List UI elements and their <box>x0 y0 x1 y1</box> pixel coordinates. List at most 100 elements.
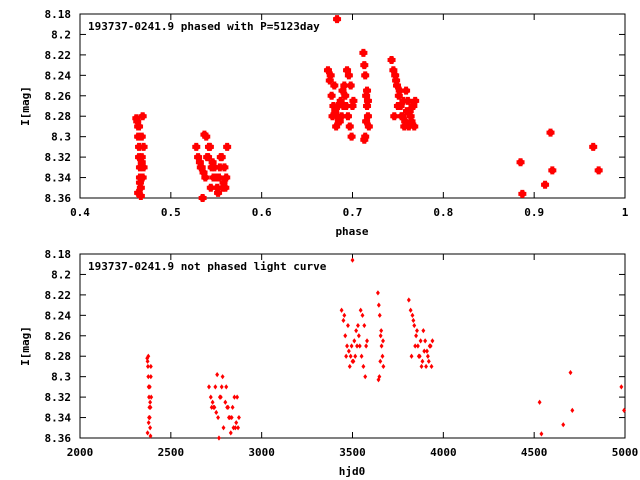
unphased-data-point <box>342 312 347 318</box>
unphased-data-point <box>210 399 215 405</box>
unphased-y-tick-label: 8.2 <box>51 268 71 281</box>
unphased-data-point <box>148 374 153 380</box>
phased-data-point <box>594 166 603 175</box>
unphased-data-point <box>423 338 428 344</box>
unphased-data-point <box>363 374 368 380</box>
unphased-data-point <box>235 394 240 400</box>
phased-data-point <box>207 163 216 172</box>
unphased-data-point <box>234 420 239 426</box>
unphased-data-point <box>414 333 419 339</box>
unphased-x-tick-label: 4000 <box>430 446 457 459</box>
unphased-x-tick-label: 3000 <box>248 446 275 459</box>
unphased-data-point <box>214 409 219 416</box>
unphased-data-point <box>561 422 566 428</box>
phased-data-point <box>134 188 143 197</box>
phased-data-point <box>341 91 350 100</box>
phased-data-point <box>327 91 336 100</box>
phased-data-point <box>205 142 214 151</box>
phased-y-tick-label: 8.24 <box>45 69 72 82</box>
phased-data-point <box>402 86 411 95</box>
unphased-x-tick-label: 2000 <box>67 446 94 459</box>
unphased-data-point <box>381 338 385 344</box>
phased-data-point <box>392 76 401 85</box>
unphased-data-point <box>229 414 234 421</box>
phased-x-tick-label: 0.8 <box>433 206 453 219</box>
unphased-data-point <box>427 343 432 349</box>
unphased-data-point <box>415 328 419 334</box>
phased-data-point <box>206 183 215 192</box>
phased-data-point <box>399 96 408 105</box>
phased-data-point <box>363 102 372 110</box>
unphased-data-point <box>360 312 365 318</box>
unphased-y-tick-label: 8.3 <box>51 371 71 384</box>
unphased-data-point <box>220 374 225 380</box>
unphased-data-point <box>425 348 429 354</box>
unphased-data-point <box>356 333 361 339</box>
unphased-data-point <box>209 404 214 410</box>
phased-data-point <box>406 112 415 121</box>
phased-data-point <box>216 153 225 162</box>
phased-data-point <box>364 122 373 131</box>
unphased-x-tick-label: 5000 <box>612 446 639 459</box>
unphased-data-point <box>416 353 421 359</box>
unphased-ticks: 2000 2500 3000 3500 4000 4500 5000 8.18 8.2 8.22 8… <box>45 248 639 459</box>
unphased-data-point <box>148 433 153 439</box>
unphased-data-point <box>411 317 416 324</box>
unphased-data-point <box>146 420 151 426</box>
phased-data-point <box>360 135 369 144</box>
unphased-data-point <box>425 353 430 359</box>
unphased-y-tick-label: 8.18 <box>45 248 72 261</box>
phased-data-point <box>328 112 337 121</box>
phased-data-point <box>546 128 555 137</box>
unphased-data-point <box>148 425 153 431</box>
phased-data-point <box>395 86 404 95</box>
phased-data-point <box>346 81 355 90</box>
unphased-data-point <box>355 343 359 349</box>
unphased-data-point <box>148 404 153 410</box>
unphased-data-point <box>422 348 427 354</box>
unphased-x-tick-label: 4500 <box>521 446 548 459</box>
unphased-y-tick-label: 8.28 <box>45 350 72 363</box>
phased-data-point <box>198 194 207 202</box>
unphased-y-axis-label: I[mag] <box>19 326 32 366</box>
unphased-data-point <box>409 353 414 359</box>
unphased-data-point <box>341 317 346 324</box>
unphased-panel: 193737-0241.9 not phased light curve hjd… <box>19 248 638 478</box>
phased-data-point <box>137 132 146 141</box>
unphased-data-point <box>412 322 417 329</box>
phased-data-point <box>360 61 369 70</box>
unphased-data-point <box>418 338 423 344</box>
unphased-data-point <box>379 328 384 334</box>
phased-data-point <box>214 188 223 197</box>
phased-x-tick-label: 0.7 <box>343 206 363 219</box>
phased-data-point <box>139 142 148 151</box>
unphased-data-point <box>215 372 220 378</box>
phased-data-point <box>390 112 399 121</box>
unphased-data-point <box>145 363 150 370</box>
unphased-data-point <box>217 435 221 441</box>
phased-data-point <box>332 122 341 131</box>
unphased-data-point <box>145 430 150 436</box>
unphased-chart-title: 193737-0241.9 not phased light curve <box>88 260 327 273</box>
phased-x-axis-label: phase <box>335 225 368 238</box>
unphased-y-tick-label: 8.24 <box>45 309 72 322</box>
unphased-data-point <box>226 404 231 410</box>
unphased-data-point <box>362 322 367 329</box>
unphased-data-point <box>419 363 424 370</box>
unphased-data-point <box>349 343 354 349</box>
unphased-data-point <box>213 384 218 390</box>
unphased-data-point <box>378 333 383 339</box>
unphased-data-point <box>145 358 150 364</box>
phased-y-tick-label: 8.36 <box>45 192 72 205</box>
unphased-data-point <box>237 414 241 421</box>
unphased-data-point <box>430 338 435 344</box>
unphased-data-point <box>147 394 151 400</box>
unphased-data-point <box>361 363 366 370</box>
phased-x-tick-label: 1 <box>622 206 629 219</box>
unphased-data-point <box>359 353 364 359</box>
unphased-data-point <box>429 363 434 370</box>
phased-data-point <box>343 66 352 75</box>
phased-data-point <box>333 15 342 24</box>
unphased-data-point <box>223 399 228 405</box>
